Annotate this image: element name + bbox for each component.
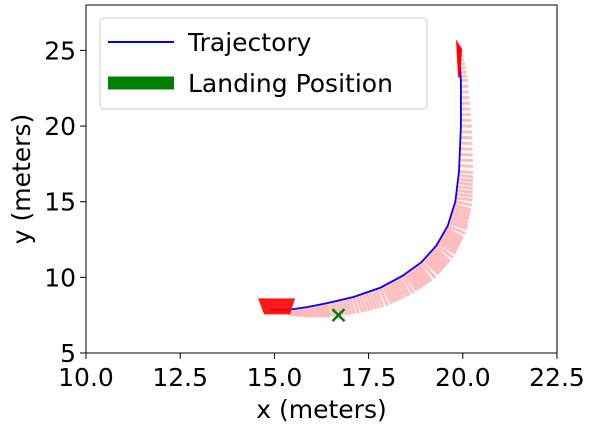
thrust-vector xyxy=(458,183,473,185)
legend: Trajectory Landing Position xyxy=(100,18,427,109)
y-tick-label: 10 xyxy=(44,263,76,292)
thrust-vector xyxy=(460,149,473,150)
thrust-vector xyxy=(457,187,473,189)
y-tick-label: 15 xyxy=(44,188,76,217)
thrust-vector xyxy=(456,198,473,200)
y-tick-label: 25 xyxy=(44,36,76,65)
thrust-vector xyxy=(457,190,473,192)
x-tick-label: 22.5 xyxy=(529,363,585,392)
x-tick-label: 15.0 xyxy=(247,363,303,392)
thrust-vector xyxy=(459,175,473,177)
thrust-vector xyxy=(459,171,473,172)
y-tick-label: 5 xyxy=(60,339,76,368)
y-tick-label: 20 xyxy=(44,112,76,141)
x-tick-label: 17.5 xyxy=(341,363,397,392)
thrust-vector xyxy=(460,154,473,155)
legend-label-landing-position: Landing Position xyxy=(188,69,393,98)
thrust-vector xyxy=(460,160,473,161)
legend-label-trajectory: Trajectory xyxy=(187,28,312,57)
thrust-vector xyxy=(459,166,473,167)
y-axis-ticks: 5 10 15 20 25 xyxy=(44,36,86,368)
y-axis-label: y (meters) xyxy=(7,114,36,244)
x-tick-label: 12.5 xyxy=(152,363,208,392)
trajectory-end-marker xyxy=(258,298,295,314)
thrust-vector xyxy=(456,194,472,196)
x-tick-label: 20.0 xyxy=(435,363,491,392)
x-axis-label: x (meters) xyxy=(256,395,386,424)
thrust-vector xyxy=(460,143,472,144)
thrust-vector xyxy=(458,179,473,181)
